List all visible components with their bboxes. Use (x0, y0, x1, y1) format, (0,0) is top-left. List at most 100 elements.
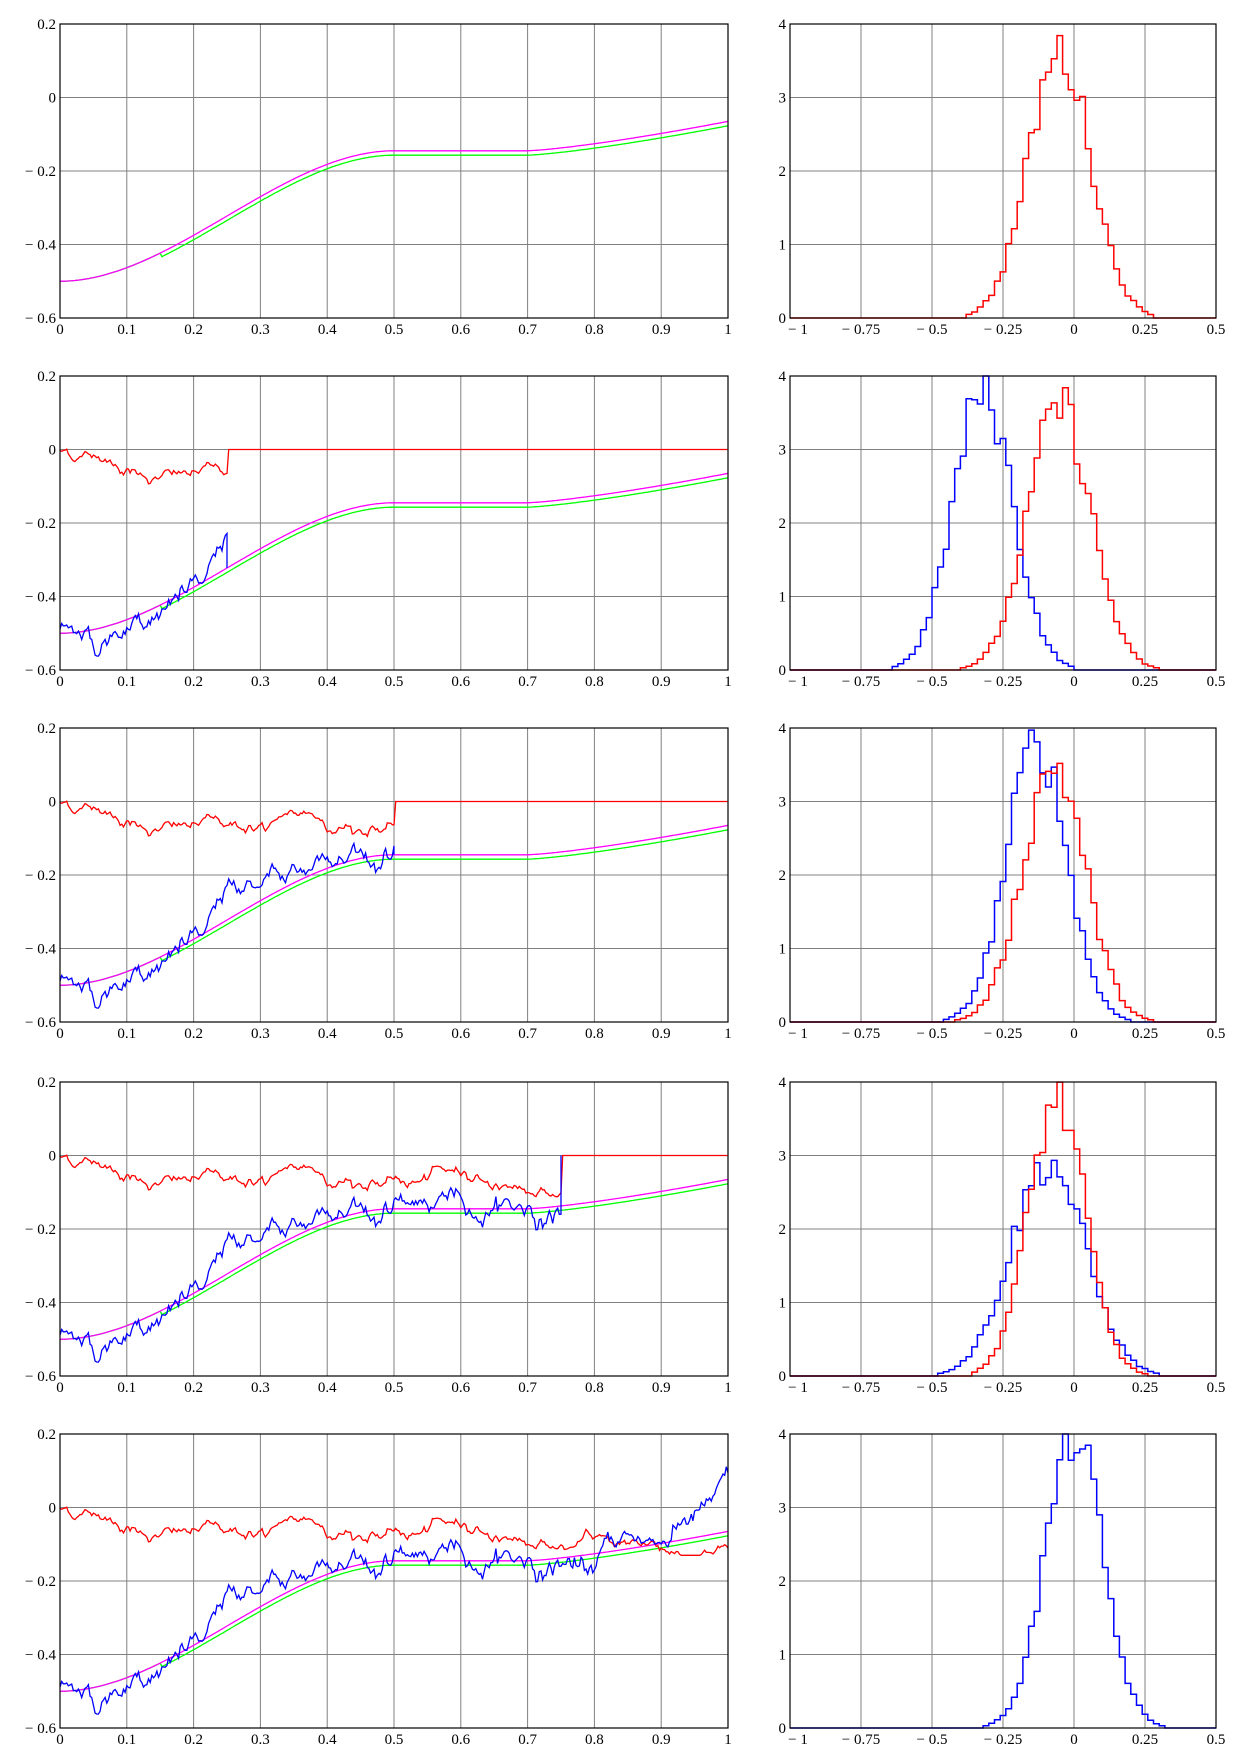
x-tick-label: 0.5 (1207, 322, 1226, 338)
line-chart-2: 0 0.1 0.2 0.3 0.4 0.5 0.6 0.7 0.8 0.9 1 0.2 0 − 0.2 − … (25, 369, 732, 690)
y-tick-label: 0.2 (37, 1427, 56, 1443)
y-tick-label: 2 (779, 1222, 787, 1238)
y-tick-label: 2 (779, 516, 787, 532)
x-tick-label: 0.1 (117, 322, 136, 338)
x-tick-label: 0 (1070, 674, 1078, 690)
plot-frame (59, 727, 729, 1023)
x-tick-label: 0.3 (251, 322, 270, 338)
x-tick-label: 0.3 (251, 1380, 270, 1396)
x-tick-label: 0 (1070, 1732, 1078, 1748)
plot-frame (789, 375, 1217, 671)
x-tick-label: − 0.25 (984, 1732, 1022, 1748)
x-tick-label: 0.25 (1132, 1732, 1158, 1748)
y-tick-label: 0.2 (37, 1075, 56, 1091)
y-tick-label: 4 (779, 17, 787, 33)
y-tick-label: 0 (49, 91, 57, 107)
y-tick-label: 1 (779, 590, 787, 606)
y-tick-label: 0.2 (37, 721, 56, 737)
y-tick-label: 0 (779, 1015, 787, 1031)
x-tick-label: 0.5 (385, 674, 404, 690)
x-tick-label: 0.1 (117, 1026, 136, 1042)
x-tick-label: 0.4 (318, 1026, 337, 1042)
y-tick-label: 4 (779, 1075, 787, 1091)
series-line-red (59, 800, 728, 838)
y-tick-label: − 0.6 (25, 311, 56, 327)
series-line-magenta (59, 1530, 729, 1692)
x-tick-label: 0.7 (518, 1380, 537, 1396)
y-tick-label: 3 (779, 795, 787, 811)
x-tick-label: 0.7 (518, 1732, 537, 1748)
x-tick-label: 0.25 (1132, 322, 1158, 338)
histogram-1: − 1 − 0.75 − 0.5 − 0.25 0 0.25 0.5 4 3 2 1 0 (779, 17, 1226, 338)
x-tick-label: 0.8 (585, 1380, 604, 1396)
series-line-green (59, 1535, 729, 1692)
series-line-green (59, 477, 729, 634)
x-tick-label: − 0.25 (984, 674, 1022, 690)
plot-frame (59, 1081, 729, 1377)
x-tick-label: 0 (56, 1026, 64, 1042)
x-tick-label: 0.3 (251, 674, 270, 690)
x-tick-label: 0.7 (518, 674, 537, 690)
x-tick-label: 0.4 (318, 1380, 337, 1396)
x-tick-label: 0 (56, 1380, 64, 1396)
y-tick-label: − 0.2 (25, 1574, 56, 1590)
series-line-blue (59, 531, 228, 657)
series-line-magenta (59, 472, 729, 634)
line-chart-1: 0 0.1 0.2 0.3 0.4 0.5 0.6 0.7 0.8 0.9 1 0.2 0 − 0.2 − … (25, 17, 732, 338)
x-tick-label: − 0.25 (984, 322, 1022, 338)
x-tick-label: 0.5 (385, 322, 404, 338)
y-tick-label: − 0.4 (25, 942, 56, 958)
x-tick-label: 0.7 (518, 1026, 537, 1042)
series-line-magenta (59, 1178, 729, 1340)
histogram-2: − 1 − 0.75 − 0.5 − 0.25 0 0.25 0.5 4 3 2 1 0 (779, 369, 1226, 690)
y-tick-label: − 0.4 (25, 238, 56, 254)
x-tick-label: 0.9 (652, 1380, 671, 1396)
y-tick-label: 0 (49, 795, 57, 811)
y-tick-label: 0 (49, 1501, 57, 1517)
y-tick-label: − 0.6 (25, 1369, 56, 1385)
y-tick-label: − 0.4 (25, 1296, 56, 1312)
x-tick-label: 0 (56, 322, 64, 338)
x-tick-label: 0.3 (251, 1732, 270, 1748)
x-tick-label: 1 (724, 1380, 732, 1396)
x-tick-label: 0.25 (1132, 1380, 1158, 1396)
x-tick-label: 0.9 (652, 322, 671, 338)
x-tick-label: 0.5 (1207, 1380, 1226, 1396)
x-tick-label: 1 (724, 1732, 732, 1748)
y-tick-label: 2 (779, 164, 787, 180)
x-tick-label: 0.9 (652, 1732, 671, 1748)
x-tick-label: − 0.75 (842, 1026, 880, 1042)
x-tick-label: 0.5 (385, 1732, 404, 1748)
y-tick-label: 1 (779, 942, 787, 958)
plot-frame (59, 1433, 729, 1729)
x-tick-label: − 0.75 (842, 1732, 880, 1748)
y-tick-label: 3 (779, 91, 787, 107)
y-tick-label: 0 (779, 663, 787, 679)
x-tick-label: 0.2 (184, 1732, 203, 1748)
x-tick-label: − 0.5 (917, 1026, 948, 1042)
x-tick-label: 0.8 (585, 1026, 604, 1042)
y-tick-label: − 0.6 (25, 1721, 56, 1737)
x-tick-label: − 0.75 (842, 674, 880, 690)
y-tick-label: 4 (779, 721, 787, 737)
series-line-red (59, 1154, 728, 1198)
series-line-blue (59, 1466, 729, 1715)
y-tick-label: − 0.2 (25, 164, 56, 180)
x-tick-label: 0.25 (1132, 674, 1158, 690)
y-tick-label: 2 (779, 1574, 787, 1590)
x-tick-label: − 0.5 (917, 322, 948, 338)
y-tick-label: − 0.4 (25, 590, 56, 606)
x-tick-label: − 0.5 (917, 1380, 948, 1396)
x-tick-label: 0.9 (652, 674, 671, 690)
plot-frame (789, 727, 1217, 1023)
y-tick-label: 0 (49, 1149, 57, 1165)
y-tick-label: − 0.6 (25, 1015, 56, 1031)
y-tick-label: 1 (779, 1296, 787, 1312)
x-tick-label: 0.3 (251, 1026, 270, 1042)
plot-frame (789, 1433, 1217, 1729)
series-line-blue (59, 841, 395, 1009)
x-tick-label: 0.9 (652, 1026, 671, 1042)
x-tick-label: − 1 (788, 674, 808, 690)
y-tick-label: − 0.2 (25, 868, 56, 884)
y-tick-label: 3 (779, 443, 787, 459)
